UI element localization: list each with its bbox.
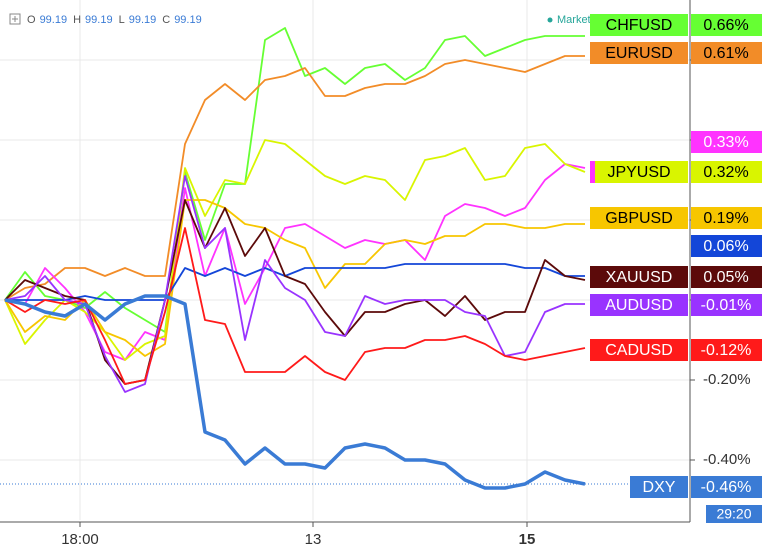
value-label: 0.05% (703, 269, 748, 286)
name-box (590, 294, 688, 316)
ohlc-value: 99.19 (85, 14, 113, 26)
value-box (691, 131, 762, 153)
x-tick-label: 18:00 (61, 531, 99, 548)
series-line (5, 263, 585, 301)
value-label: -0.46% (701, 479, 752, 496)
name-box (590, 339, 688, 361)
series-line (4, 175, 585, 393)
series-line (4, 139, 586, 361)
ohlc-key: C (162, 14, 170, 26)
collapse-icon[interactable] (9, 13, 21, 25)
value-label: 0.61% (703, 45, 748, 62)
legend-label: GBPUSD (605, 210, 673, 227)
ohlc: O 99.19 H 99.19 L 99.19 C 99.19 (27, 14, 202, 26)
ohlc-value: 99.19 (174, 14, 202, 26)
value-label: 0.19% (703, 210, 748, 227)
legend-label: XAUUSD (606, 269, 673, 286)
y-tick-label: -0.20% (703, 371, 751, 388)
series-line (4, 55, 585, 301)
series-line (4, 199, 586, 385)
series-line (4, 163, 586, 361)
grid (0, 0, 690, 520)
series-line (4, 27, 585, 333)
legend-label: DXY (643, 479, 676, 496)
name-box (590, 14, 688, 36)
name-box (590, 42, 688, 64)
countdown-box (706, 505, 762, 523)
overlap-stripe (590, 161, 595, 183)
name-box (590, 161, 688, 183)
value-label: 0.32% (703, 164, 748, 181)
lines (0, 27, 690, 490)
series-line (4, 227, 586, 385)
x-tick-label: 13 (305, 531, 322, 548)
value-label: 0.66% (703, 17, 748, 34)
value-box (691, 42, 762, 64)
name-box (590, 266, 688, 288)
name-box (590, 207, 688, 229)
value-box (691, 266, 762, 288)
status-dot (547, 17, 553, 23)
value-label: 0.06% (703, 238, 748, 255)
legend-label: CADUSD (605, 342, 673, 359)
value-labels: 0.66% CHFUSD 0.61% EURUSD 0.33% 0.32% JPYUSD 0.… (590, 14, 762, 498)
value-box (691, 235, 762, 257)
legend-label: EURUSD (605, 45, 673, 62)
ohlc-key: L (119, 14, 125, 26)
ohlc-key: H (73, 14, 81, 26)
series-line (4, 199, 585, 357)
ohlc-value: 99.19 (40, 14, 68, 26)
x-tick-label: 15 (519, 531, 536, 548)
value-box (691, 161, 762, 183)
name-box (630, 476, 688, 498)
value-box (691, 476, 762, 498)
ohlc-value: 99.19 (129, 14, 157, 26)
countdown: 29:20 (716, 506, 751, 522)
value-box (691, 339, 762, 361)
ohlc-key: O (27, 14, 36, 26)
legend-label: JPYUSD (607, 164, 670, 181)
series-line (4, 294, 586, 490)
legend-label: AUDUSD (605, 297, 673, 314)
y-tick-label: -0.40% (703, 451, 751, 468)
legend-label: CHFUSD (606, 17, 673, 34)
value-box (691, 294, 762, 316)
value-label: -0.12% (701, 342, 752, 359)
value-box (691, 207, 762, 229)
value-label: 0.33% (703, 134, 748, 151)
value-box (691, 14, 762, 36)
value-label: -0.01% (701, 297, 752, 314)
